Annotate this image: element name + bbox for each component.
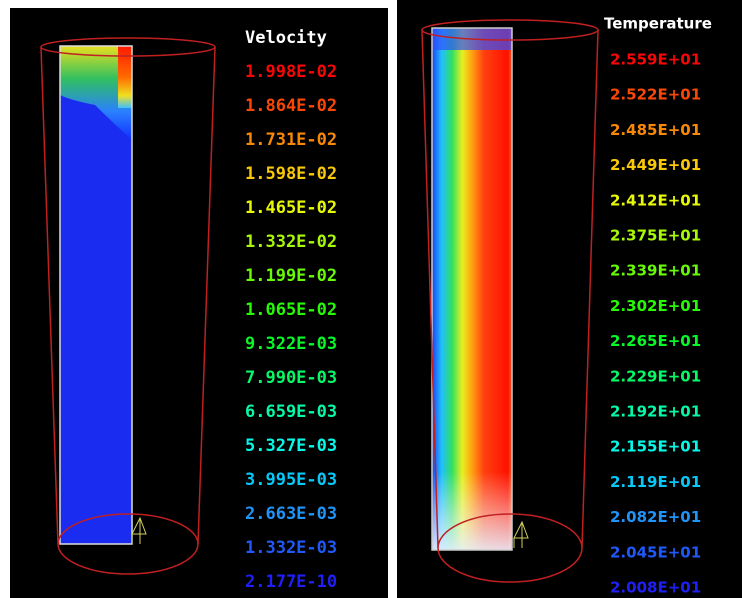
legend-label: 5.327E-03 bbox=[245, 436, 337, 456]
legend-label: 1.864E-02 bbox=[245, 96, 337, 116]
legend-label: 2.412E+01 bbox=[610, 191, 701, 209]
legend-label: 2.177E-10 bbox=[245, 572, 337, 592]
legend-label: 2.449E+01 bbox=[610, 156, 701, 174]
legend-label: 2.265E+01 bbox=[610, 332, 701, 350]
legend-label: 1.998E-02 bbox=[245, 62, 337, 82]
legend-label: 2.302E+01 bbox=[610, 297, 701, 315]
legend-label: 1.332E-03 bbox=[245, 538, 337, 558]
legend-title: Temperature bbox=[604, 15, 712, 33]
figure: Velocity Temperature 1.998E-02 1.864E-02 1… bbox=[0, 0, 742, 598]
legend-label: 2.663E-03 bbox=[245, 504, 337, 524]
legend-title: Velocity bbox=[245, 28, 327, 48]
legend-label: 2.082E+01 bbox=[610, 508, 701, 526]
legend-label: 7.990E-03 bbox=[245, 368, 337, 388]
legend-label: 2.559E+01 bbox=[610, 51, 701, 69]
legend-label: 6.659E-03 bbox=[245, 402, 337, 422]
legend-label: 2.485E+01 bbox=[610, 121, 701, 139]
legend-label: 1.465E-02 bbox=[245, 198, 337, 218]
legend-label: 3.995E-03 bbox=[245, 470, 337, 490]
legend-label: 2.155E+01 bbox=[610, 438, 701, 456]
legend-label: 1.731E-02 bbox=[245, 130, 337, 150]
legend-label: 2.192E+01 bbox=[610, 403, 701, 421]
legend-label: 1.332E-02 bbox=[245, 232, 337, 252]
legend-label: 1.199E-02 bbox=[245, 266, 337, 286]
legend-label: 2.375E+01 bbox=[610, 227, 701, 245]
legend-label: 1.598E-02 bbox=[245, 164, 337, 184]
legend-label: 1.065E-02 bbox=[245, 300, 337, 320]
temperature-bottom bbox=[432, 28, 512, 550]
legend-label: 2.008E+01 bbox=[610, 579, 701, 597]
legend-label: 2.229E+01 bbox=[610, 367, 701, 385]
legend-label: 2.522E+01 bbox=[610, 86, 701, 104]
legend-label: 2.045E+01 bbox=[610, 543, 701, 561]
legend-label: 2.339E+01 bbox=[610, 262, 701, 280]
legend-label: 9.322E-03 bbox=[245, 334, 337, 354]
legend-label: 2.119E+01 bbox=[610, 473, 701, 491]
